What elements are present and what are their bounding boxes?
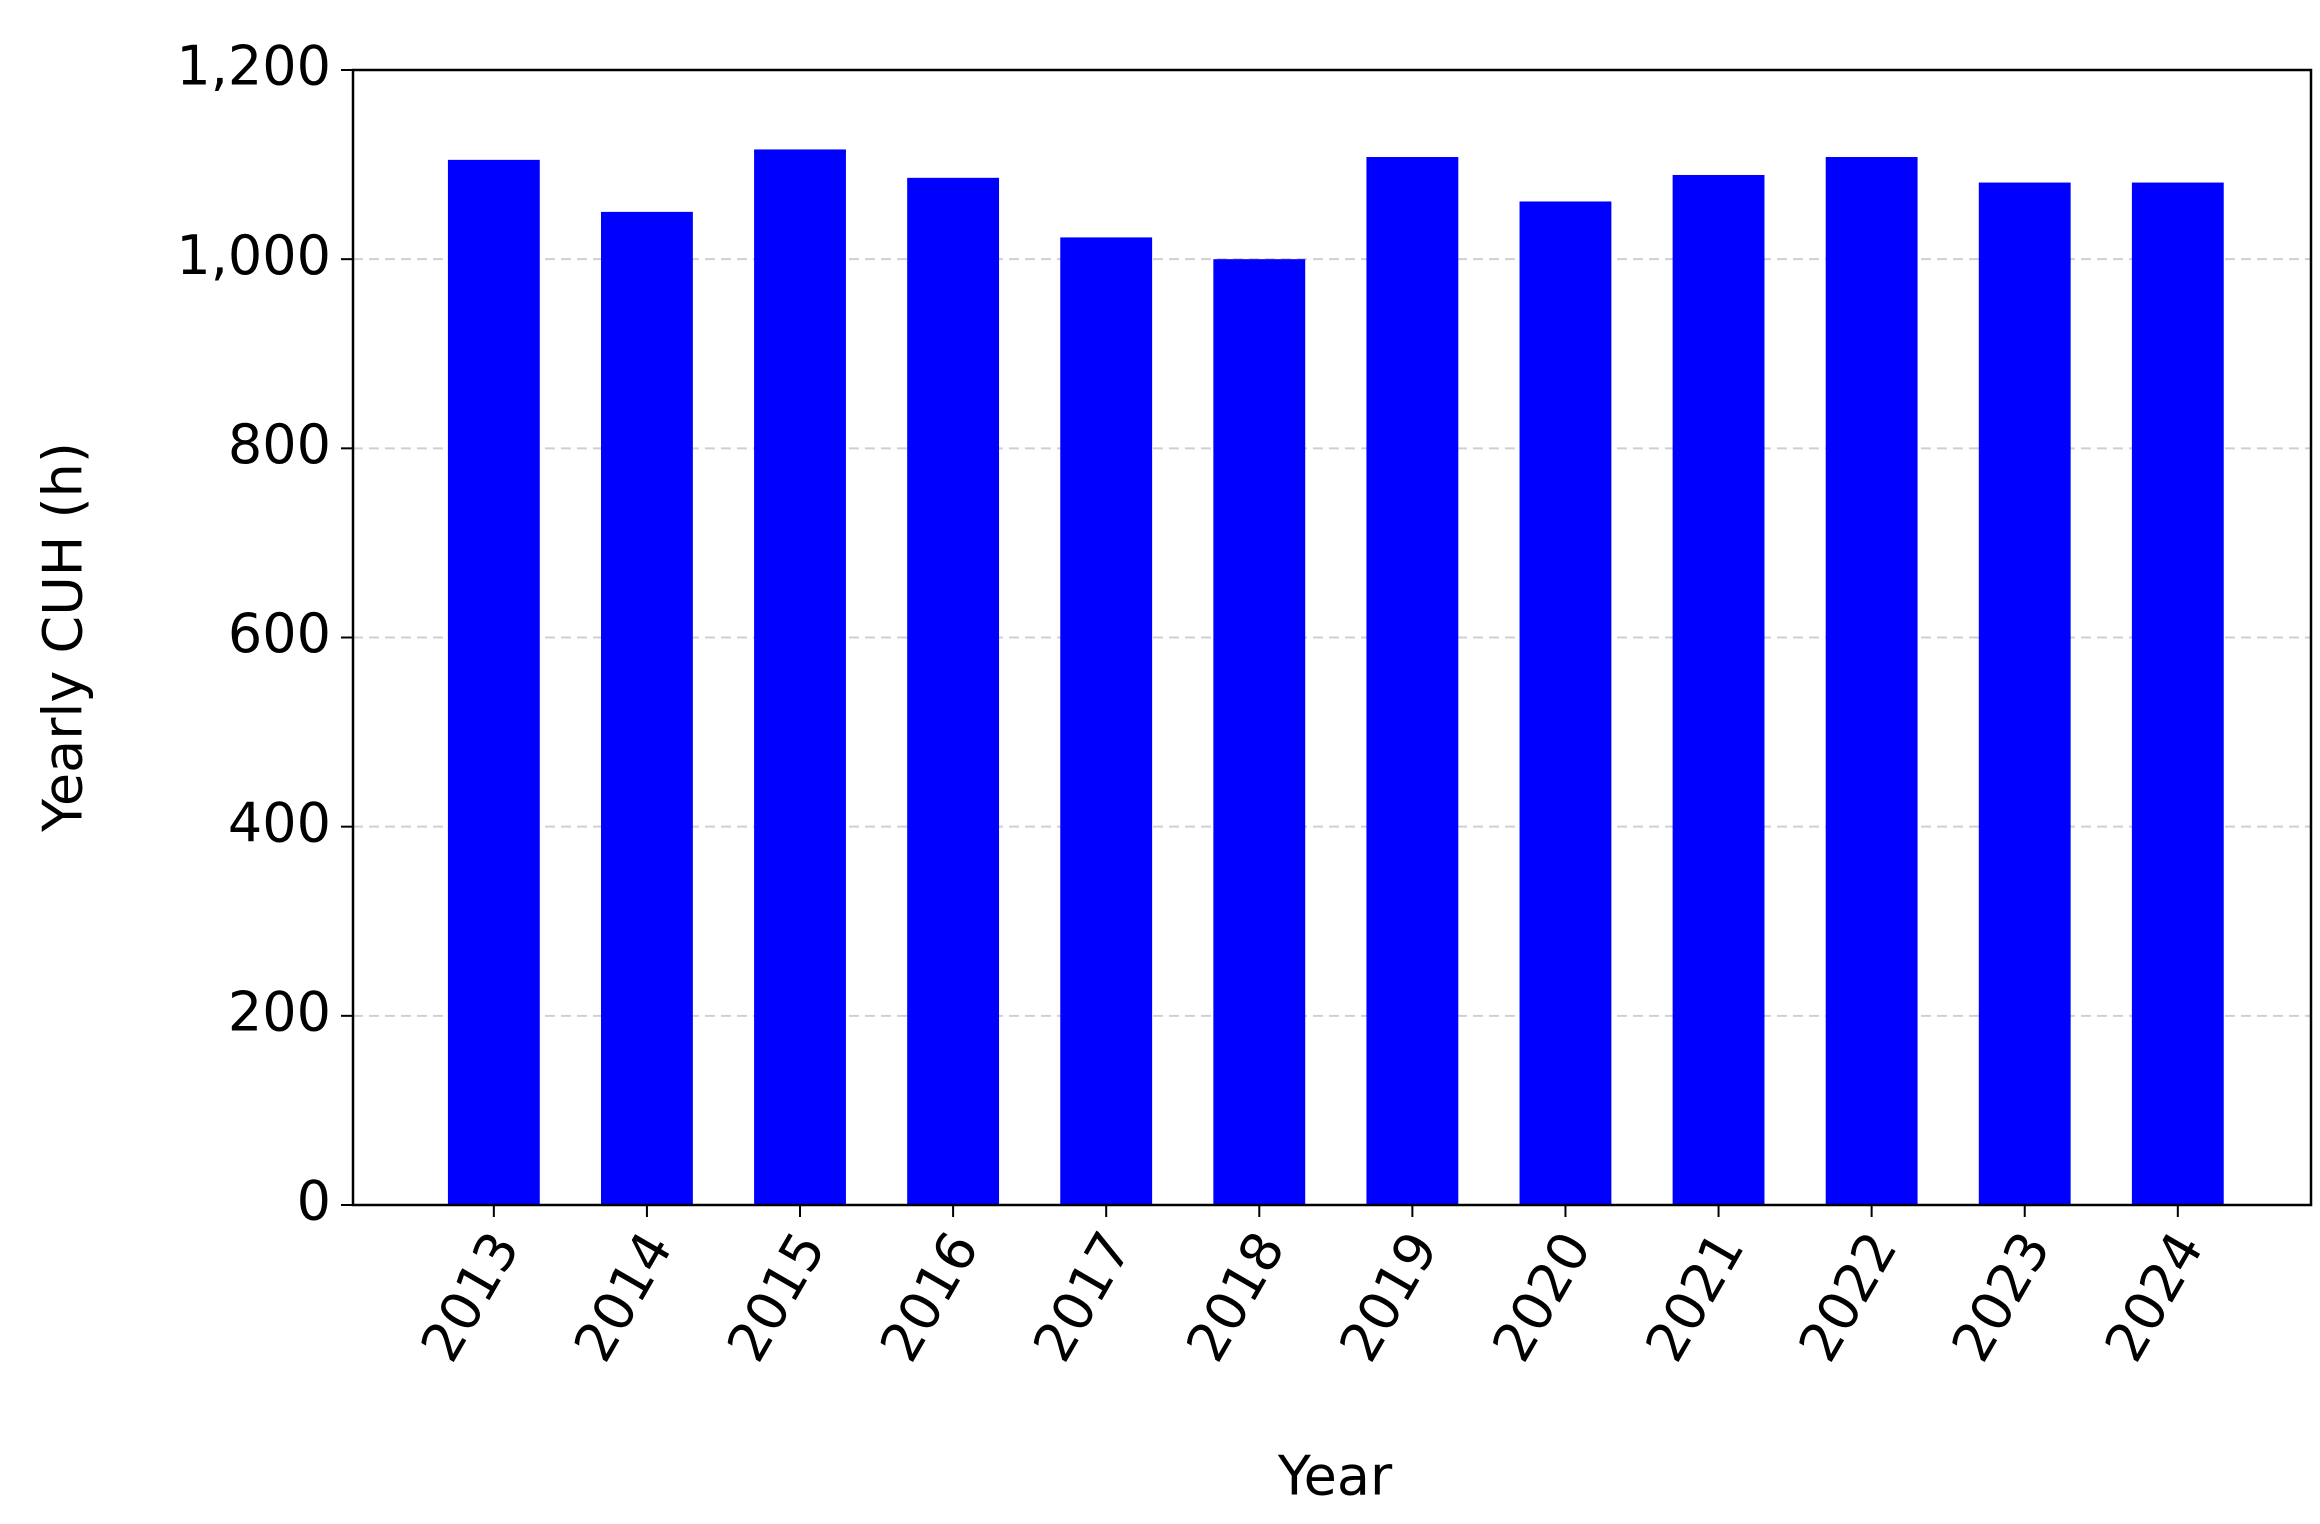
- x-tick-label: 2016: [868, 1221, 991, 1372]
- bar: [1825, 157, 1918, 1206]
- y-axis-label: Yearly CUH (h): [32, 442, 95, 833]
- x-tick-label: 2021: [1633, 1221, 1756, 1372]
- x-tick-label: 2013: [409, 1221, 532, 1372]
- y-tick-label: 800: [228, 413, 331, 476]
- y-tick-label: 600: [228, 602, 331, 665]
- bar: [754, 149, 846, 1206]
- plot-frame: [351, 68, 2313, 1207]
- bar: [1060, 237, 1153, 1206]
- x-tick-label: 2024: [2092, 1221, 2215, 1372]
- y-tick-label: 1,000: [176, 224, 331, 287]
- y-tick-label: 400: [228, 791, 331, 854]
- x-tick-label: 2018: [1174, 1221, 1297, 1372]
- x-tick-label: 2023: [1939, 1221, 2062, 1372]
- bar: [1519, 201, 1612, 1206]
- bar: [447, 159, 540, 1206]
- x-tick-label: 2015: [715, 1221, 838, 1372]
- y-tick-label: 200: [228, 980, 331, 1043]
- x-axis-label: Year: [1277, 1445, 1393, 1508]
- bar: [2131, 182, 2224, 1205]
- bar: [601, 211, 693, 1205]
- x-tick-label: 2014: [562, 1221, 685, 1372]
- bar: [1366, 157, 1459, 1206]
- x-tick-label: 2022: [1786, 1221, 1909, 1372]
- bar: [1213, 259, 1306, 1206]
- x-tick-label: 2019: [1327, 1221, 1450, 1372]
- x-tick-label: 2020: [1480, 1221, 1603, 1372]
- y-tick-label: 0: [297, 1170, 331, 1233]
- bar: [1978, 182, 2071, 1205]
- x-tick-label: 2017: [1021, 1221, 1144, 1372]
- y-tick-label: 1,200: [176, 35, 331, 98]
- bar: [907, 177, 1000, 1206]
- bar: [1672, 174, 1765, 1205]
